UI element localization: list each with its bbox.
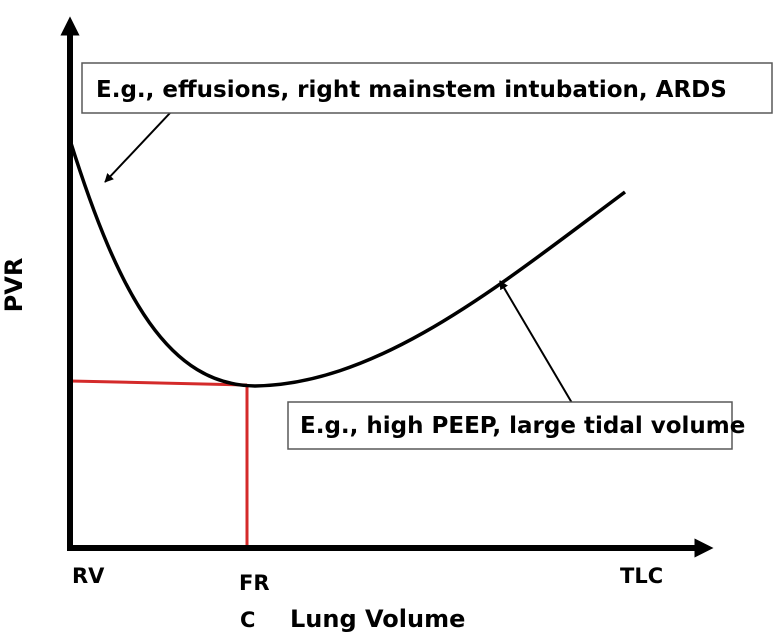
lower-annotation-box — [287, 401, 733, 450]
frc-horizontal-line — [69, 379, 248, 387]
x-tick-frc-line2: C — [240, 608, 255, 632]
x-axis-label: Lung Volume — [290, 605, 465, 633]
upper-annotation-box — [81, 62, 773, 114]
pvr-curve — [68, 139, 627, 388]
x-tick-frc-line1: FR — [239, 571, 270, 595]
upper-annotation-text: E.g., effusions, right mainstem intubati… — [96, 77, 727, 103]
x-tick-rv: RV — [72, 564, 105, 588]
x-tick-tlc: TLC — [620, 564, 663, 588]
lower-annotation-text: E.g., high PEEP, large tidal volume — [300, 413, 745, 439]
upper-pointer-arrow — [104, 112, 171, 183]
lower-pointer-arrow — [499, 280, 573, 404]
y-axis-label: PVR — [0, 258, 28, 313]
